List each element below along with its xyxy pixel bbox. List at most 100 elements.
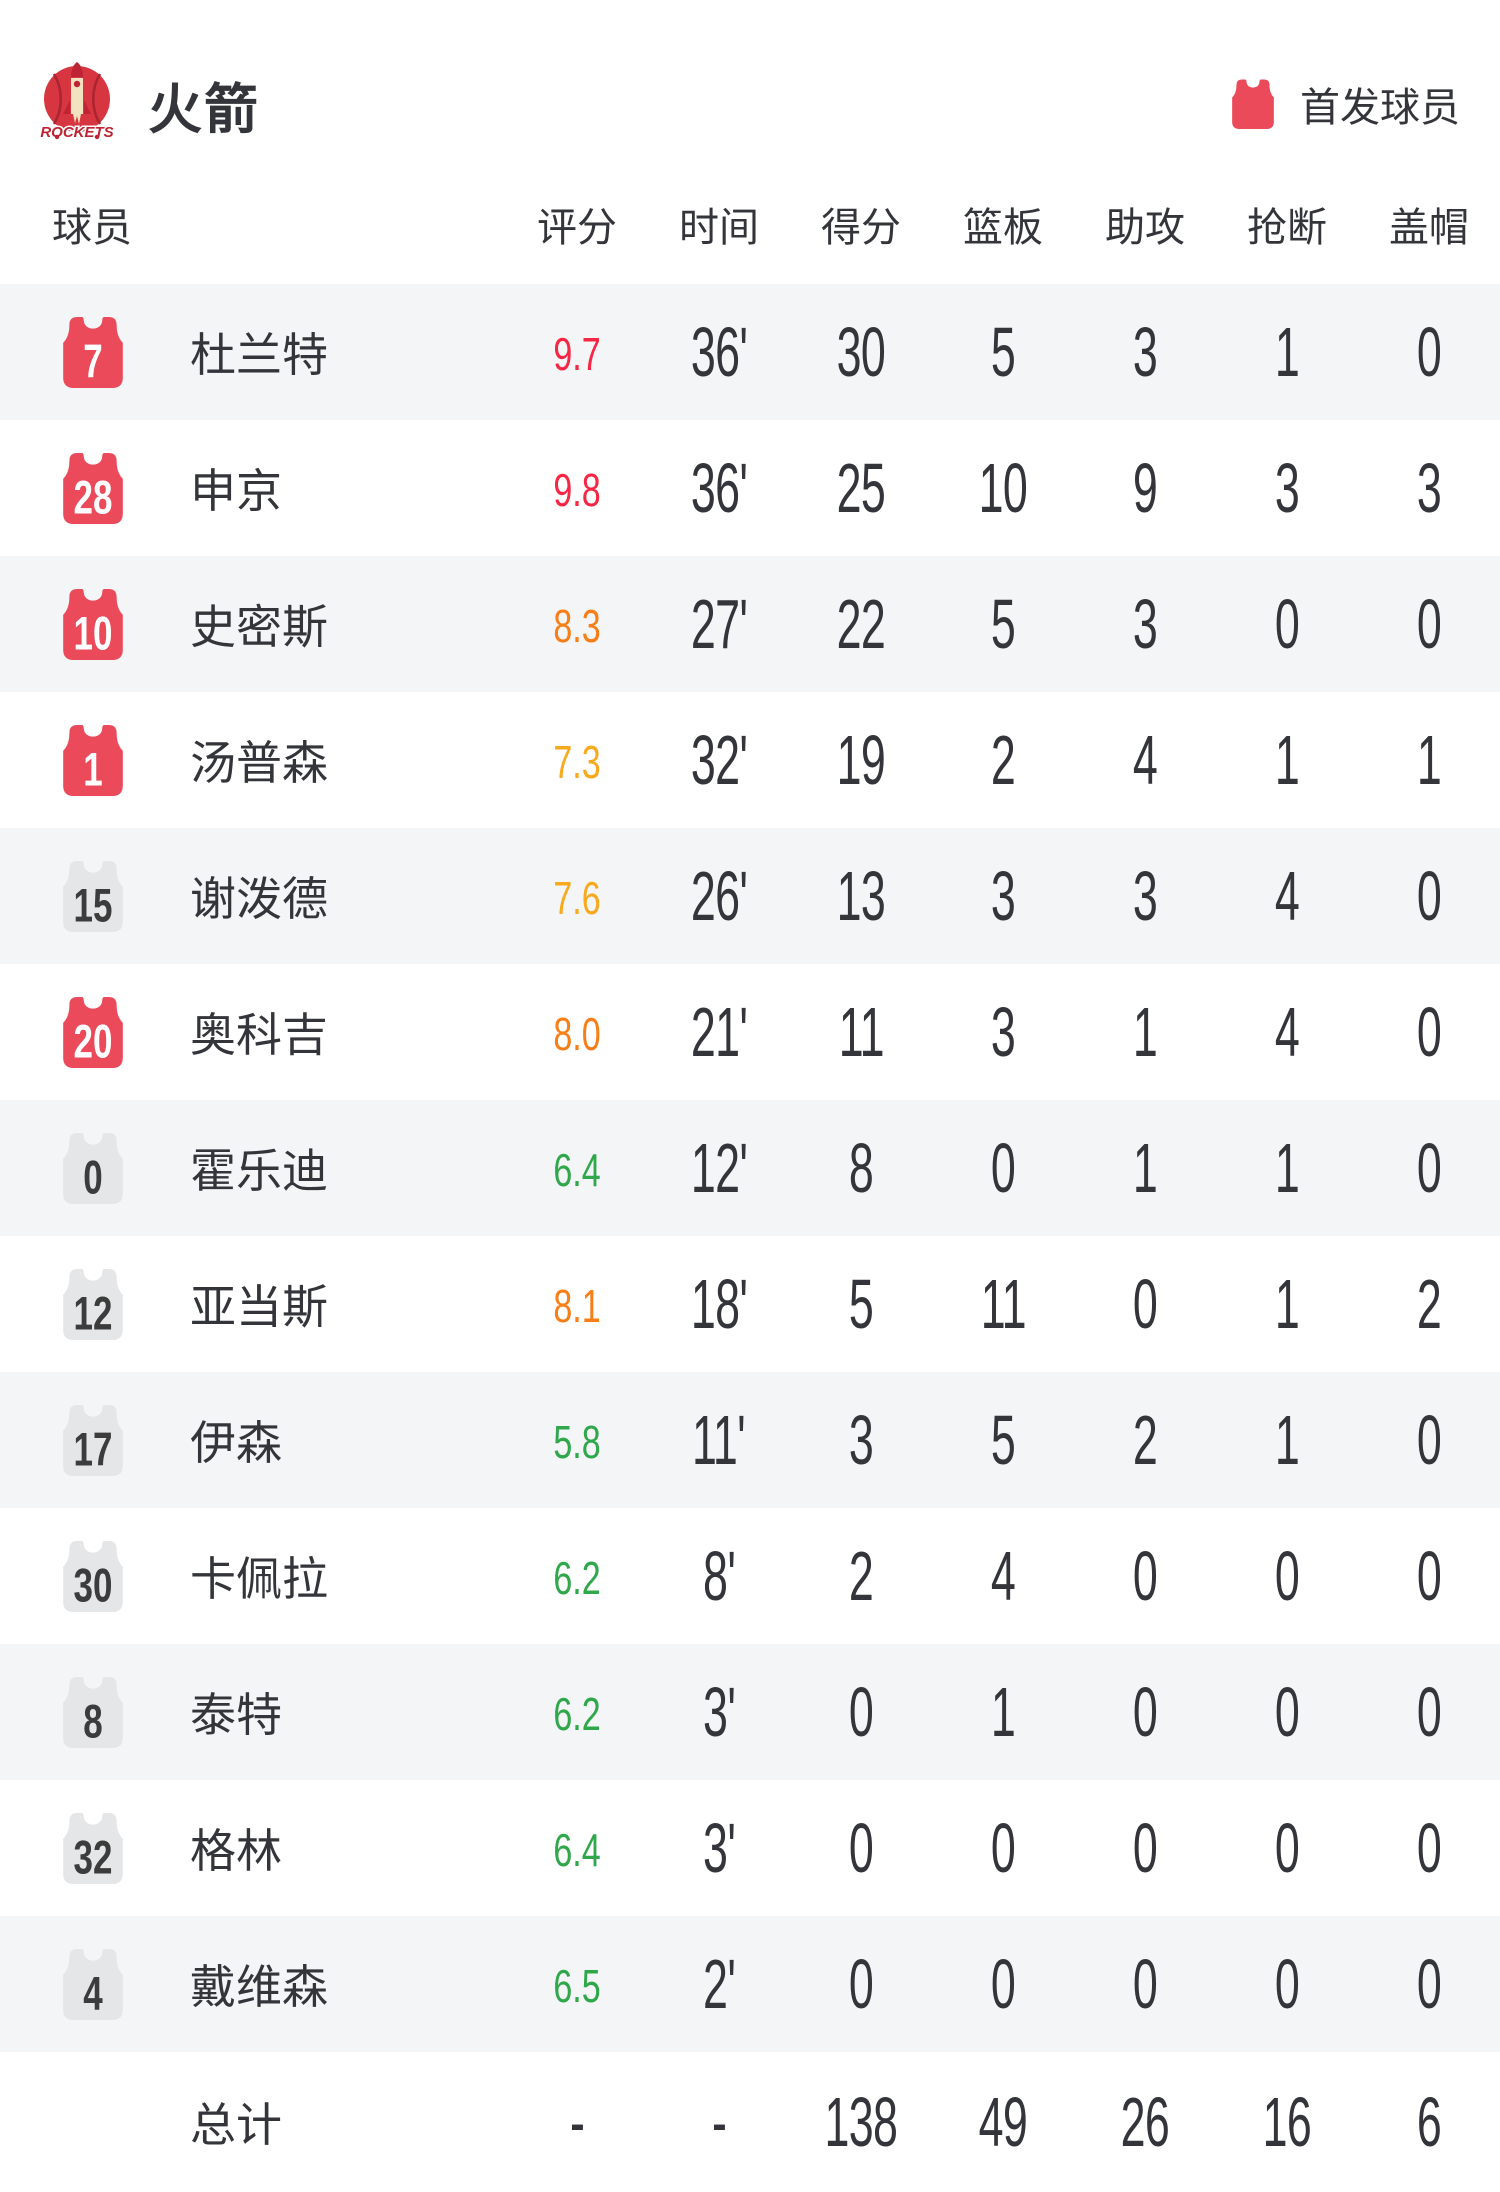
- player-row[interactable]: 12 亚当斯 8.1 18' 5 11 0 1 2: [0, 1236, 1500, 1372]
- blocks-value: 0: [1416, 313, 1442, 391]
- assists-value: 4: [1132, 721, 1158, 799]
- steals-value: 0: [1274, 1809, 1300, 1887]
- player-row[interactable]: 7 杜兰特 9.7 36' 30 5 3 1 0: [0, 284, 1500, 420]
- assists-value: 3: [1132, 313, 1158, 391]
- steals-value: 0: [1274, 1945, 1300, 2023]
- time-value: 36': [690, 449, 748, 527]
- player-row[interactable]: 1 汤普森 7.3 32' 19 2 4 1 1: [0, 692, 1500, 828]
- team-title: ROCKETS 火箭: [39, 60, 260, 148]
- jersey-number: 30: [74, 1558, 113, 1611]
- jersey-icon: 10: [60, 587, 126, 661]
- steals-value: 1: [1274, 721, 1300, 799]
- total-row: 总计 - - 138 49 26 16 6: [0, 2052, 1500, 2192]
- jersey-icon: 8: [60, 1675, 126, 1749]
- steals-value: 3: [1274, 449, 1300, 527]
- time-value: 21': [690, 993, 748, 1071]
- blocks-value: 0: [1416, 1537, 1442, 1615]
- table-header-row: 球员 评分 时间 得分 篮板 助攻 抢断 盖帽: [0, 164, 1500, 284]
- starter-jersey-icon: [1230, 78, 1276, 130]
- total-blocks: 6: [1416, 2083, 1442, 2161]
- player-name: 格林: [190, 1825, 282, 1877]
- time-value: 2': [702, 1945, 736, 2023]
- player-row[interactable]: 30 卡佩拉 6.2 8' 2 4 0 0 0: [0, 1508, 1500, 1644]
- assists-value: 1: [1132, 993, 1158, 1071]
- total-rebounds: 49: [978, 2083, 1028, 2161]
- points-value: 0: [848, 1673, 874, 1751]
- assists-value: 1: [1132, 1129, 1158, 1207]
- time-value: 32': [690, 721, 748, 799]
- steals-value: 0: [1274, 1537, 1300, 1615]
- blocks-value: 3: [1416, 449, 1442, 527]
- jersey-number: 28: [74, 470, 113, 523]
- jersey-number: 20: [74, 1014, 113, 1067]
- legend-label: 首发球员: [1300, 86, 1460, 130]
- player-row[interactable]: 10 史密斯 8.3 27' 22 5 3 0 0: [0, 556, 1500, 692]
- player-row[interactable]: 28 申京 9.8 36' 25 10 9 3 3: [0, 420, 1500, 556]
- starters-legend: 首发球员: [1230, 75, 1460, 133]
- blocks-value: 0: [1416, 993, 1442, 1071]
- column-header-time: 时间: [679, 206, 759, 250]
- player-row[interactable]: 0 霍乐迪 6.4 12' 8 0 1 1 0: [0, 1100, 1500, 1236]
- blocks-value: 0: [1416, 1809, 1442, 1887]
- jersey-number: 17: [74, 1422, 113, 1475]
- blocks-value: 1: [1416, 721, 1442, 799]
- points-value: 0: [848, 1809, 874, 1887]
- team-name: 火箭: [148, 79, 260, 140]
- assists-value: 0: [1132, 1265, 1158, 1343]
- jersey-icon: 20: [60, 995, 126, 1069]
- jersey-number: 7: [83, 334, 102, 387]
- player-row[interactable]: 15 谢泼德 7.6 26' 13 3 3 4 0: [0, 828, 1500, 964]
- points-value: 0: [848, 1945, 874, 2023]
- rebounds-value: 10: [978, 449, 1028, 527]
- time-value: 18': [690, 1265, 748, 1343]
- time-value: 12': [690, 1129, 748, 1207]
- player-row[interactable]: 32 格林 6.4 3' 0 0 0 0 0: [0, 1780, 1500, 1916]
- total-steals: 16: [1262, 2083, 1312, 2161]
- steals-value: 1: [1274, 313, 1300, 391]
- points-value: 22: [836, 585, 886, 663]
- player-name: 亚当斯: [190, 1281, 328, 1333]
- player-row[interactable]: 20 奥科吉 8.0 21' 11 3 1 4 0: [0, 964, 1500, 1100]
- jersey-icon: 1: [60, 723, 126, 797]
- player-name: 伊森: [190, 1417, 282, 1469]
- team-header: ROCKETS 火箭 首发球员: [0, 0, 1500, 164]
- player-name: 汤普森: [190, 737, 328, 789]
- jersey-icon: 32: [60, 1811, 126, 1885]
- rebounds-value: 5: [990, 313, 1016, 391]
- player-row[interactable]: 4 戴维森 6.5 2' 0 0 0 0 0: [0, 1916, 1500, 2052]
- jersey-number: 15: [74, 878, 113, 931]
- blocks-value: 0: [1416, 857, 1442, 935]
- player-row[interactable]: 17 伊森 5.8 11' 3 5 2 1 0: [0, 1372, 1500, 1508]
- steals-value: 4: [1274, 993, 1300, 1071]
- blocks-value: 2: [1416, 1265, 1442, 1343]
- jersey-number: 12: [74, 1286, 113, 1339]
- steals-value: 0: [1274, 1673, 1300, 1751]
- rebounds-value: 4: [990, 1537, 1016, 1615]
- time-value: 26': [690, 857, 748, 935]
- player-row[interactable]: 8 泰特 6.2 3' 0 1 0 0 0: [0, 1644, 1500, 1780]
- jersey-number: 32: [74, 1830, 113, 1883]
- steals-value: 4: [1274, 857, 1300, 935]
- jersey-icon: 7: [60, 315, 126, 389]
- assists-value: 0: [1132, 1945, 1158, 2023]
- jersey-icon: 4: [60, 1947, 126, 2021]
- blocks-value: 0: [1416, 1945, 1442, 2023]
- player-name: 史密斯: [190, 601, 328, 653]
- assists-value: 0: [1132, 1809, 1158, 1887]
- player-name: 霍乐迪: [190, 1145, 328, 1197]
- jersey-number: 1: [83, 742, 102, 795]
- player-name: 杜兰特: [190, 329, 328, 381]
- player-name: 奥科吉: [190, 1009, 328, 1061]
- rebounds-value: 3: [990, 993, 1016, 1071]
- player-name: 卡佩拉: [190, 1553, 328, 1605]
- time-value: 36': [690, 313, 748, 391]
- points-value: 3: [848, 1401, 874, 1479]
- column-header-rebounds: 篮板: [963, 206, 1043, 250]
- assists-value: 9: [1132, 449, 1158, 527]
- jersey-icon: 28: [60, 451, 126, 525]
- steals-value: 1: [1274, 1129, 1300, 1207]
- column-header-rating: 评分: [537, 206, 617, 250]
- logo-wordmark: ROCKETS: [40, 124, 113, 141]
- blocks-value: 0: [1416, 1129, 1442, 1207]
